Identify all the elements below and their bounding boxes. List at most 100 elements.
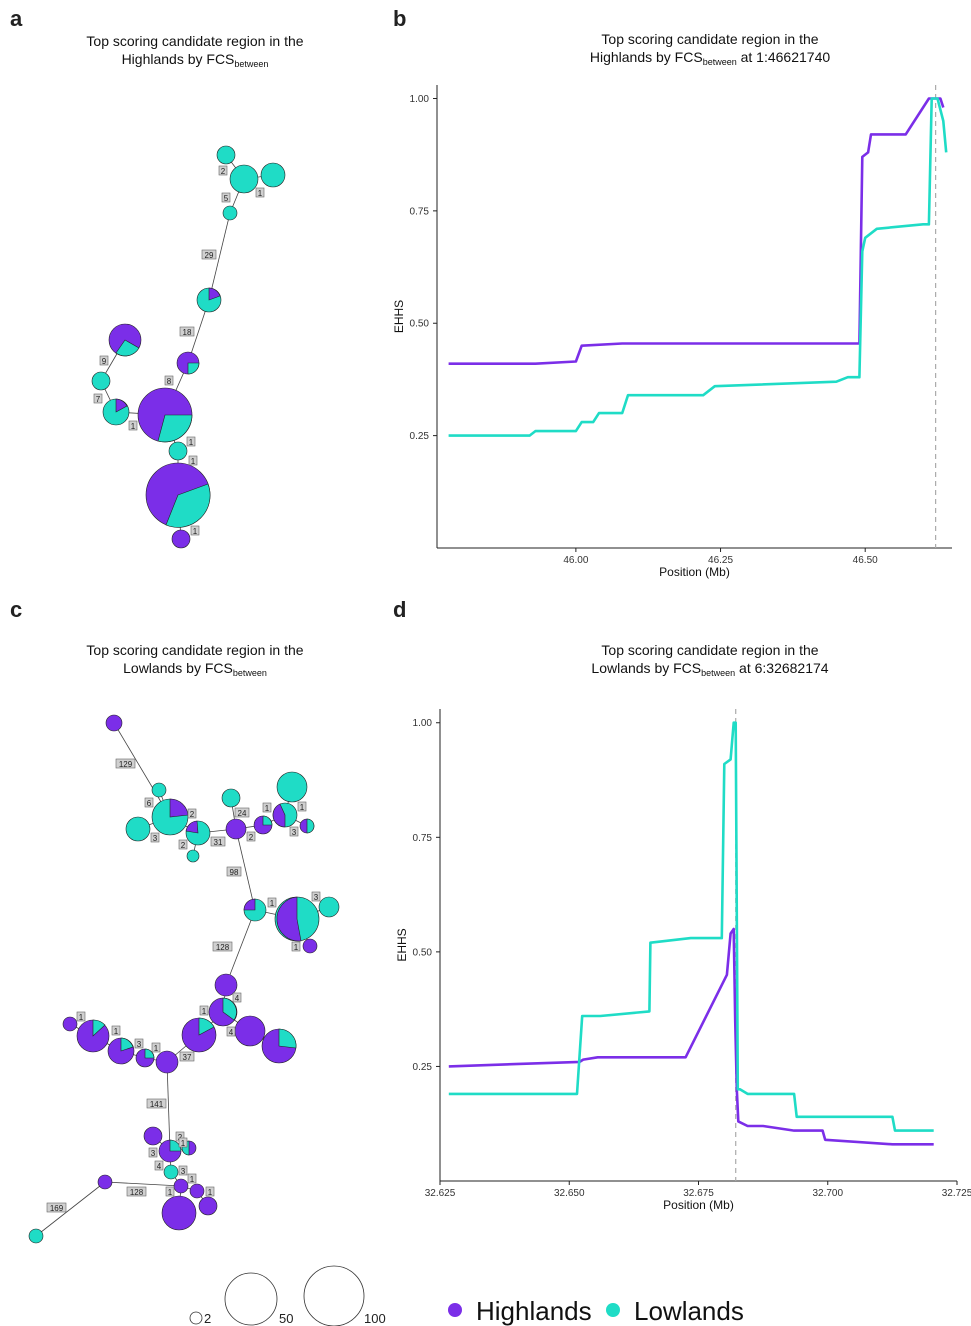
svg-text:4: 4	[229, 1028, 234, 1037]
panel-b-title-prefix: Highlands by FCS	[589, 49, 703, 65]
y-tick-label: 0.50	[410, 319, 430, 330]
mutation-count-label: 37	[179, 1051, 195, 1062]
svg-text:24: 24	[238, 809, 247, 818]
mutation-count-label: 8	[164, 375, 174, 386]
mutation-count-label: 1	[165, 1186, 175, 1197]
svg-text:1: 1	[202, 1007, 207, 1016]
panel-c-title-prefix: Lowlands by FCS	[123, 660, 233, 676]
legend-label-highlands: Highlands	[476, 1296, 592, 1326]
y-axis-label: EHHS	[395, 928, 409, 961]
panel-a-title-prefix: Highlands by FCS	[121, 51, 235, 67]
network-node	[225, 818, 247, 840]
x-axis-label: Position (Mb)	[663, 1198, 734, 1212]
panel-c-title: Top scoring candidate region in the Lowl…	[40, 641, 350, 682]
svg-text:1: 1	[190, 1175, 195, 1184]
svg-text:1: 1	[154, 1044, 159, 1053]
network-node	[216, 145, 236, 165]
network-node-pie	[137, 387, 193, 443]
svg-text:1: 1	[114, 1027, 119, 1036]
legend-marker-highlands	[448, 1303, 462, 1317]
mutation-count-label: 1	[128, 420, 138, 431]
mutation-count-label: 5	[221, 192, 231, 203]
x-tick-label: 32.650	[554, 1188, 585, 1199]
network-node-pie	[76, 1019, 110, 1053]
mutation-count-label: 169	[46, 1202, 67, 1213]
size-legend-circle-medium	[224, 1272, 278, 1326]
network-edge	[225, 909, 256, 986]
y-axis-label: EHHS	[392, 300, 406, 333]
svg-text:1: 1	[191, 457, 196, 466]
mutation-count-label: 1	[76, 1011, 86, 1022]
panel-d-title-prefix: Lowlands by FCS	[591, 660, 702, 676]
svg-text:1: 1	[181, 1139, 186, 1148]
network-node	[276, 771, 308, 803]
mutation-count-label: 1	[187, 1173, 197, 1184]
svg-text:1: 1	[189, 438, 194, 447]
svg-text:3: 3	[181, 1167, 186, 1176]
mutation-count-label: 2	[246, 831, 256, 842]
mutation-count-label: 3	[289, 826, 299, 837]
network-node-pie	[208, 997, 238, 1027]
svg-text:6: 6	[147, 799, 152, 808]
svg-text:3: 3	[314, 893, 319, 902]
mutation-count-label: 4	[232, 992, 242, 1003]
network-node	[91, 371, 111, 391]
mutation-count-label: 3	[178, 1165, 188, 1176]
mutation-count-label: 31	[210, 836, 226, 847]
panel-c-title-sub: between	[232, 668, 267, 678]
svg-text:3: 3	[151, 1149, 156, 1158]
network-node-pie	[158, 1139, 182, 1163]
svg-text:7: 7	[96, 395, 101, 404]
y-tick-label: 0.25	[413, 1062, 433, 1073]
mutation-count-label: 1	[297, 801, 307, 812]
svg-text:129: 129	[119, 760, 133, 769]
svg-text:1: 1	[208, 1188, 213, 1197]
network-node	[62, 1016, 78, 1032]
network-node	[171, 529, 191, 549]
size-legend-label-2: 2	[204, 1311, 211, 1326]
mutation-count-label: 1	[291, 941, 301, 952]
network-node-pie	[102, 398, 130, 426]
mutation-count-label: 1	[178, 1137, 188, 1148]
network-node	[198, 1196, 218, 1216]
network-node	[186, 849, 200, 863]
panel-letter-d: d	[393, 597, 407, 622]
haplotype-network-a: 2 1 5 29 18 9 8 7 1 1 1 1	[91, 145, 286, 549]
mutation-count-label: 1	[186, 436, 196, 447]
y-tick-label: 0.25	[410, 431, 430, 442]
mutation-count-label: 1	[111, 1025, 121, 1036]
svg-text:4: 4	[235, 994, 240, 1003]
mutation-count-label: 1	[267, 897, 277, 908]
panel-a-title-sub: between	[234, 59, 269, 69]
size-legend: 2 50 100	[189, 1265, 386, 1326]
svg-text:37: 37	[183, 1053, 192, 1062]
network-node	[318, 896, 340, 918]
y-tick-label: 1.00	[413, 718, 433, 729]
panel-b-title: Top scoring candidate region in the High…	[520, 30, 900, 71]
network-node	[221, 788, 241, 808]
mutation-count-label: 3	[134, 1038, 144, 1049]
network-node	[168, 441, 188, 461]
legend-marker-lowlands	[606, 1303, 620, 1317]
network-node-pie	[196, 287, 222, 313]
svg-text:1: 1	[294, 943, 299, 952]
series-line-highlands	[448, 97, 945, 366]
network-node	[143, 1126, 163, 1146]
network-node	[97, 1174, 113, 1190]
network-node	[229, 164, 259, 194]
svg-text:128: 128	[130, 1188, 144, 1197]
svg-text:1: 1	[79, 1013, 84, 1022]
network-node-pie	[272, 802, 298, 828]
mutation-count-label: 7	[93, 393, 103, 404]
network-node-pie	[185, 820, 211, 846]
network-node	[163, 1164, 179, 1180]
network-node	[125, 816, 151, 842]
mutation-count-label: 1	[255, 187, 265, 198]
mutation-count-label: 6	[144, 797, 154, 808]
series-line-lowlands	[448, 721, 934, 1132]
svg-text:1: 1	[265, 804, 270, 813]
svg-text:1: 1	[131, 422, 136, 431]
panel-b-title-sub: between	[702, 57, 737, 67]
mutation-count-label: 1	[205, 1186, 215, 1197]
y-tick-label: 1.00	[410, 94, 430, 105]
